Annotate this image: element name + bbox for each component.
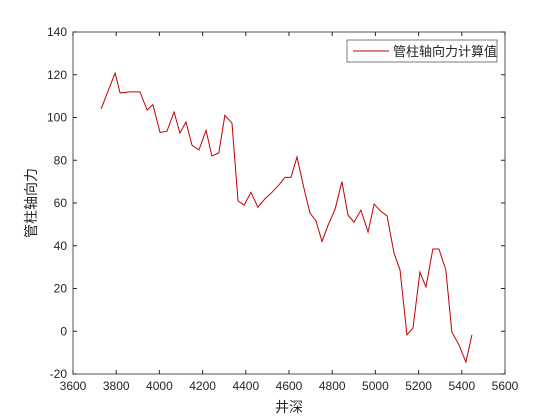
y-tick-label: 140 (47, 25, 67, 39)
x-tick-label: 5400 (448, 379, 475, 393)
y-tick-label: 100 (47, 111, 67, 125)
x-tick-label: 4000 (146, 379, 173, 393)
y-tick-label: 60 (54, 196, 68, 210)
x-tick-label: 4800 (319, 379, 346, 393)
y-tick-label: 120 (47, 68, 67, 82)
y-tick-label: -20 (50, 367, 68, 381)
x-tick-label: 3600 (60, 379, 87, 393)
x-tick-label: 4200 (189, 379, 216, 393)
x-tick-label: 4600 (276, 379, 303, 393)
x-axis-label: 井深 (275, 400, 303, 416)
x-tick-label: 5200 (405, 379, 432, 393)
legend-box (346, 39, 498, 63)
y-tick-label: 80 (54, 153, 68, 167)
y-tick-label: 40 (54, 239, 68, 253)
y-tick-label: 20 (54, 282, 68, 296)
x-tick-label: 5600 (492, 379, 519, 393)
x-tick-label: 4400 (232, 379, 259, 393)
plot-area (72, 31, 506, 375)
legend-label: 管柱轴向力计算值 (393, 44, 497, 60)
y-tick-label: 0 (60, 324, 67, 338)
x-tick-label: 5000 (362, 379, 389, 393)
x-tick-label: 3800 (103, 379, 130, 393)
y-axis-label: 管柱轴向力 (24, 168, 40, 238)
data-line (100, 71, 473, 364)
